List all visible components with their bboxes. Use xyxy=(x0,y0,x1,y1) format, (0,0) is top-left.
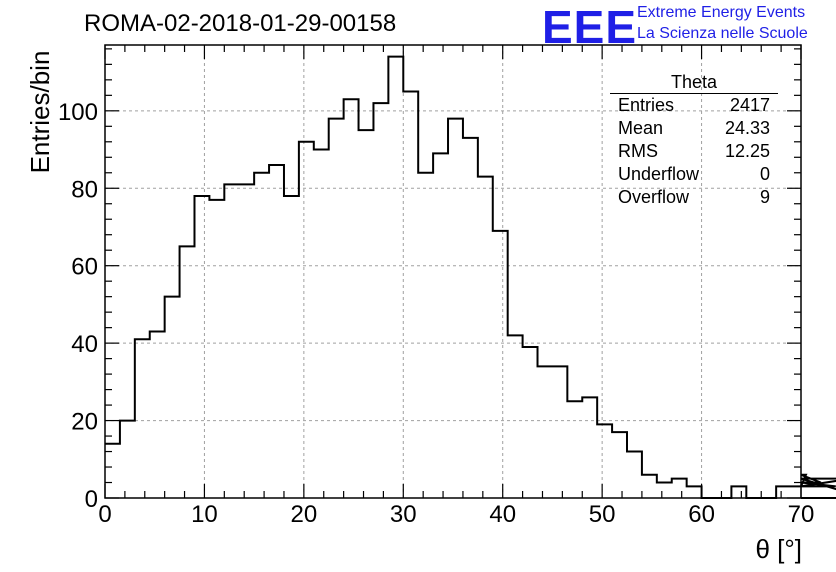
y-tick-label: 100 xyxy=(58,99,98,126)
y-tick-label: 60 xyxy=(71,254,98,281)
stats-row-rms: RMS 12.25 xyxy=(610,140,778,163)
eee-logo: EEE xyxy=(542,1,638,53)
y-tick-label: 80 xyxy=(71,176,98,203)
stats-value: 12.25 xyxy=(724,141,770,161)
stats-label: Mean xyxy=(618,118,664,138)
x-tick-label: 20 xyxy=(291,501,318,528)
x-tick-label: 40 xyxy=(489,501,516,528)
stats-label: Overflow xyxy=(618,187,690,207)
axis-ticks xyxy=(104,45,802,499)
stats-title: Theta xyxy=(610,72,778,94)
grid-lines xyxy=(105,45,801,498)
stats-box: Theta Entries 2417 Mean 24.33 RMS 12.25 … xyxy=(610,72,778,209)
stats-row-underflow: Underflow 0 xyxy=(610,163,778,186)
stats-value: 9 xyxy=(759,187,770,207)
logo-line-1: Extreme Energy Events xyxy=(637,4,806,21)
run-title: ROMA-02-2018-01-29-00158 xyxy=(84,10,397,37)
histogram-step-line xyxy=(105,55,836,499)
x-tick-label: 70 xyxy=(788,501,815,528)
stats-label: Entries xyxy=(618,95,675,115)
stats-row-mean: Mean 24.33 xyxy=(610,117,778,140)
stats-label: RMS xyxy=(618,141,658,161)
stats-label: Underflow xyxy=(618,164,700,184)
x-tick-label: 10 xyxy=(191,501,218,528)
y-tick-label: 0 xyxy=(85,486,98,513)
logo-line-2: La Scienza nelle Scuole xyxy=(637,25,808,42)
stats-row-entries: Entries 2417 xyxy=(610,94,778,117)
y-tick-label: 20 xyxy=(71,409,98,436)
y-axis-label: Entries/bin xyxy=(25,50,55,174)
x-tick-label: 30 xyxy=(390,501,417,528)
x-axis-label: θ [°] xyxy=(755,534,802,564)
y-tick-label: 40 xyxy=(71,331,98,358)
stats-value: 0 xyxy=(759,164,770,184)
x-tick-label: 60 xyxy=(688,501,715,528)
stats-value: 24.33 xyxy=(724,118,770,138)
stats-row-overflow: Overflow 9 xyxy=(610,186,778,209)
x-tick-label: 0 xyxy=(98,501,111,528)
stats-value: 2417 xyxy=(729,95,770,115)
x-tick-label: 50 xyxy=(589,501,616,528)
plot-frame xyxy=(104,44,802,499)
tick-labels: 0 10 20 30 40 50 60 70 0 20 40 60 80 100 xyxy=(58,99,814,528)
